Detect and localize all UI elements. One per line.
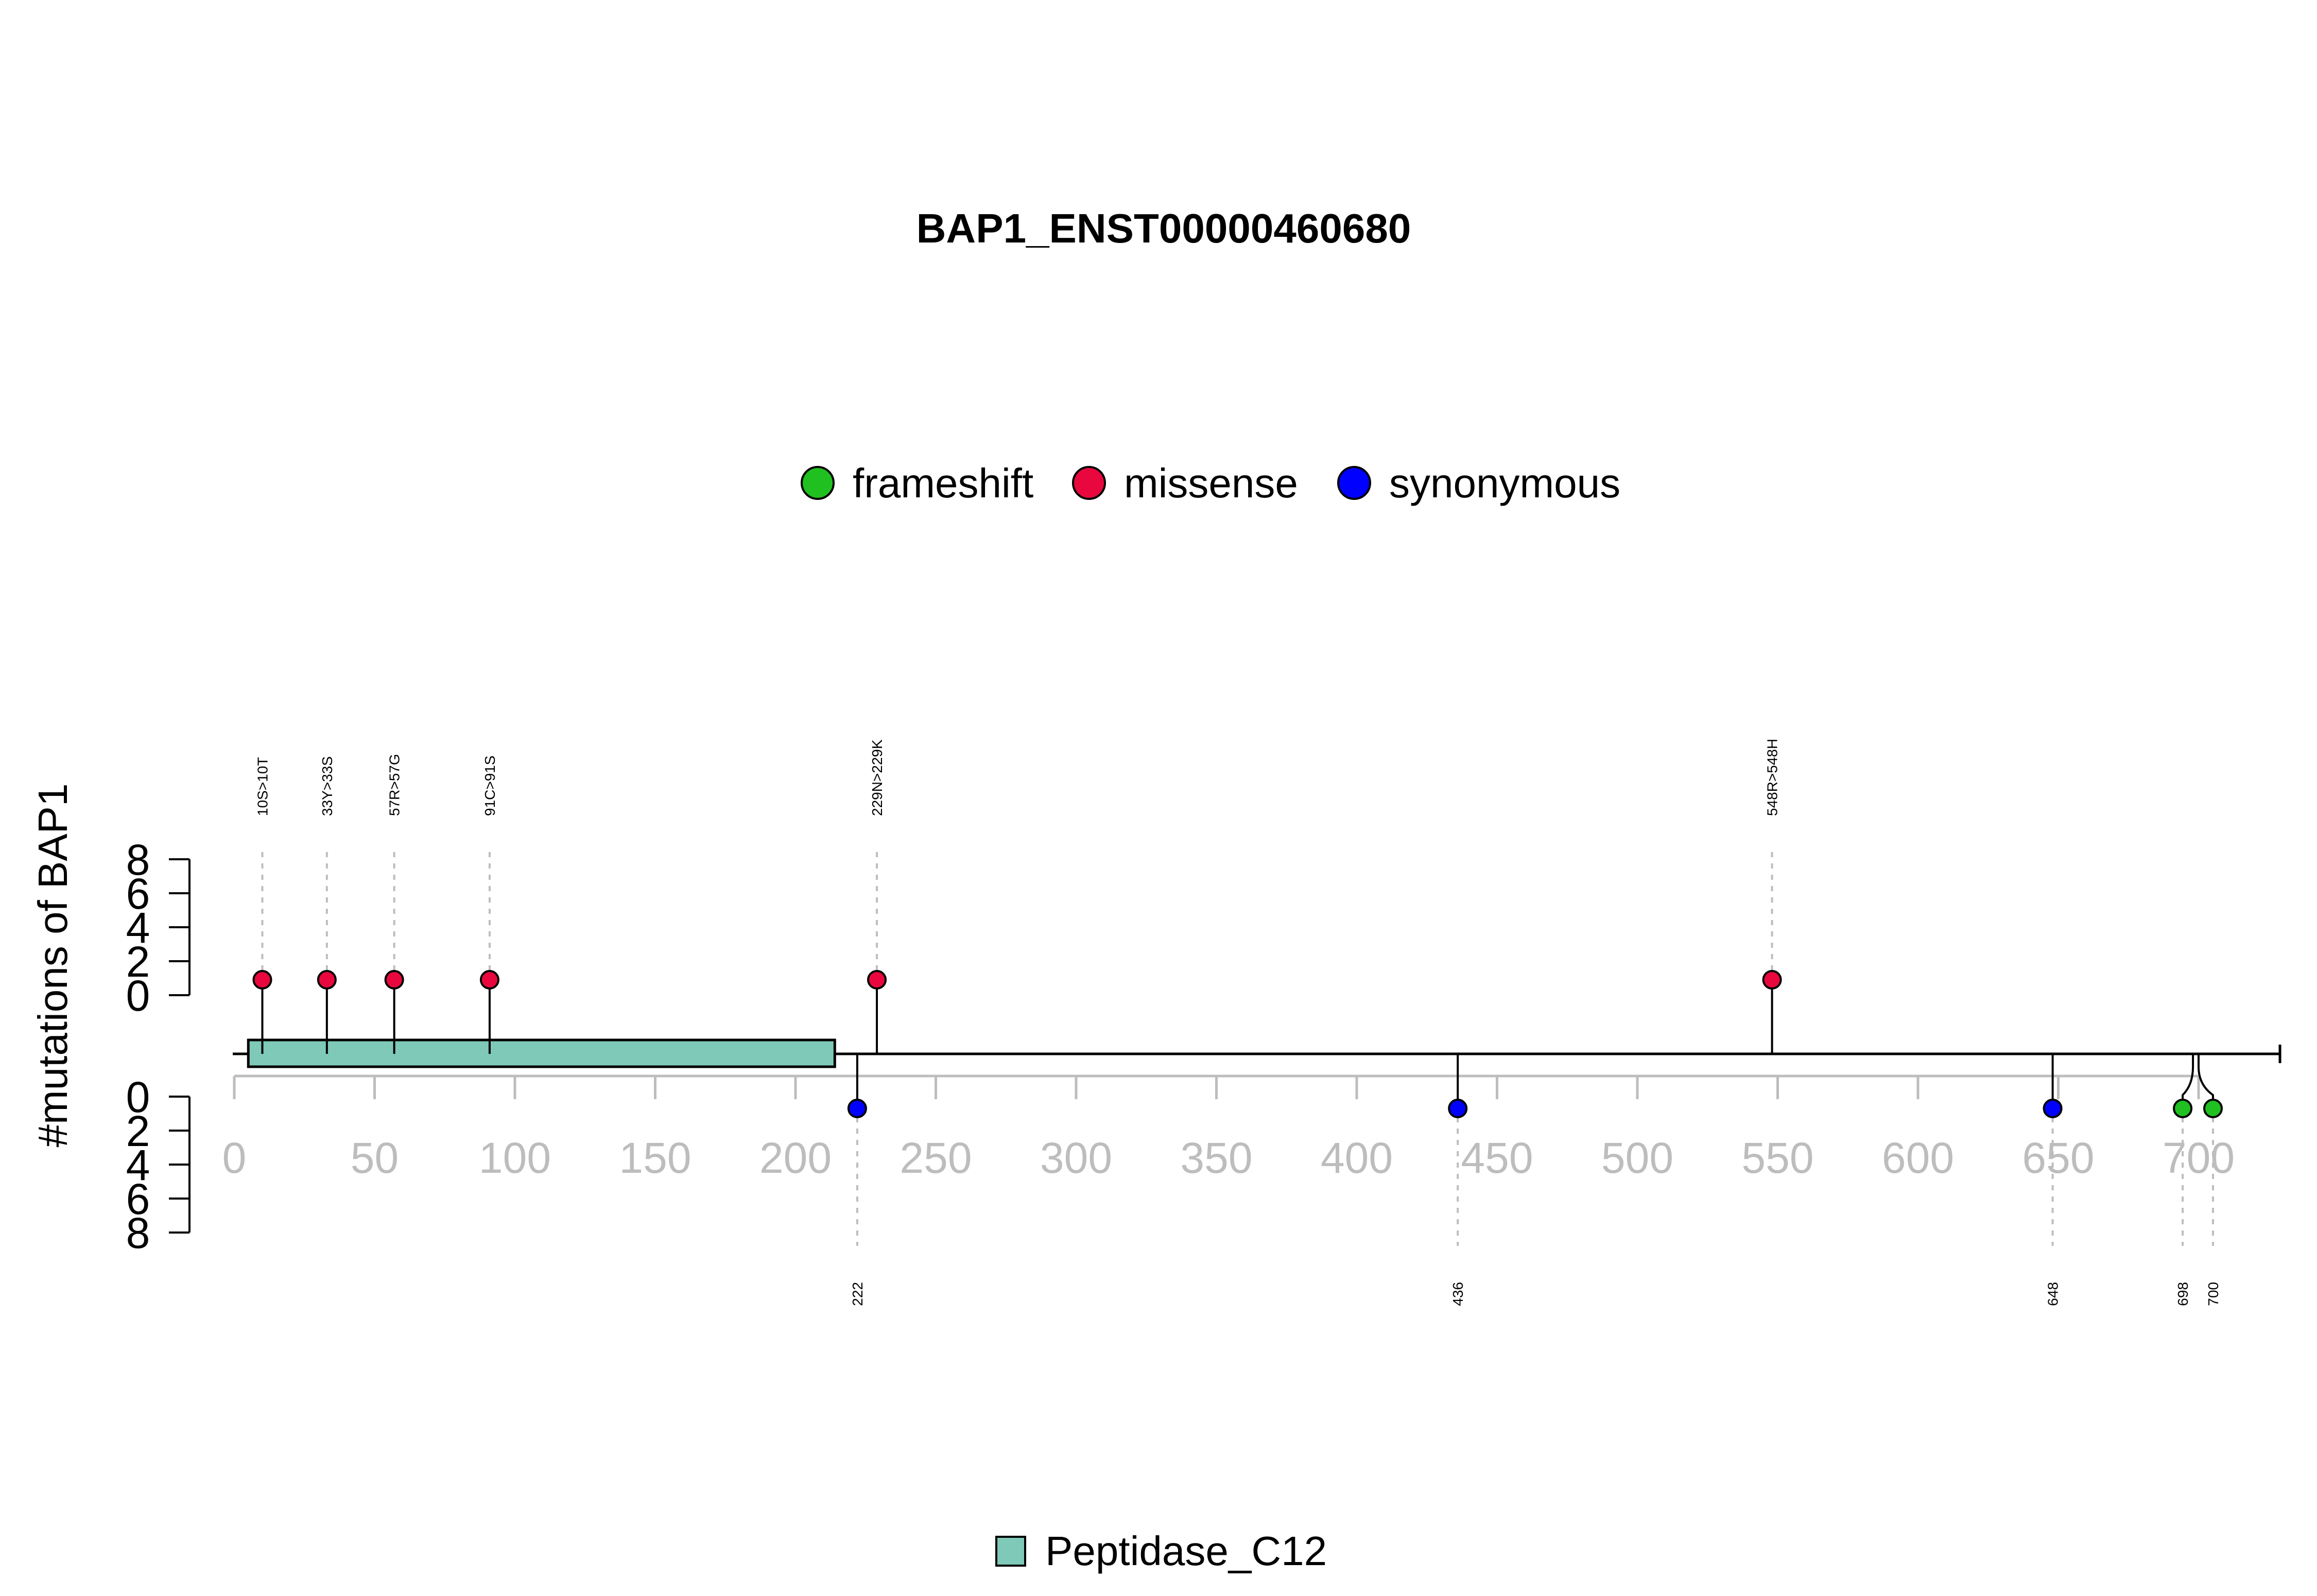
x-tick-label: 450 xyxy=(1461,1134,1533,1182)
y-tick-label-top: 8 xyxy=(126,836,150,884)
mutation-label: 548R>548H xyxy=(1765,739,1780,816)
domain-legend-swatch xyxy=(995,1536,1026,1567)
mutation-label: 33Y>33S xyxy=(319,756,335,816)
x-tick-label: 650 xyxy=(2022,1134,2094,1182)
mutations-top: 10S>10T 33Y>33S 57R>57G 91C>91S 229N>229K 548… xyxy=(252,739,1782,1054)
x-tick-label: 100 xyxy=(479,1134,551,1182)
mutation-point-frameshift xyxy=(2173,1099,2193,1118)
legend: frameshift missense synonymous xyxy=(801,460,1620,506)
x-tick-label: 700 xyxy=(2163,1134,2235,1182)
domain-legend: Peptidase_C12 xyxy=(995,1528,1327,1574)
legend-label: synonymous xyxy=(1389,460,1620,506)
mutation-label: 436 xyxy=(1450,1282,1466,1306)
mutation-point-synonymous xyxy=(2043,1099,2063,1118)
mutation-label: 700 xyxy=(2205,1282,2221,1306)
mutation-point-frameshift xyxy=(2203,1099,2223,1118)
x-tick-label: 250 xyxy=(900,1134,972,1182)
domain-bars xyxy=(247,1038,836,1068)
x-tick-label: 500 xyxy=(1601,1134,1673,1182)
x-tick-label: 400 xyxy=(1321,1134,1393,1182)
x-tick-label: 200 xyxy=(759,1134,832,1182)
mutation-label: 10S>10T xyxy=(255,757,271,816)
mutation-label: 222 xyxy=(850,1282,866,1306)
legend-label: frameshift xyxy=(853,460,1033,506)
chart-title: BAP1_ENST00000460680 xyxy=(917,205,1411,251)
y-axis-label: #mutations of BAP1 xyxy=(30,783,76,1147)
mutation-point-missense xyxy=(384,970,404,990)
x-tick-label: 600 xyxy=(1882,1134,1954,1182)
mutation-label: 698 xyxy=(2175,1282,2191,1306)
mutation-point-synonymous xyxy=(1448,1099,1468,1118)
mutation-point-missense xyxy=(252,970,272,990)
mutation-stem xyxy=(2182,1054,2194,1108)
x-tick-label: 50 xyxy=(351,1134,399,1182)
mutation-stem xyxy=(2198,1054,2214,1108)
mutation-label: 91C>91S xyxy=(482,755,498,816)
legend-marker-undefined xyxy=(1072,466,1106,500)
mutations-bottom: 222 436 648 698 700 xyxy=(847,1054,2223,1306)
y-tick-label-bottom: 8 xyxy=(126,1209,150,1257)
legend-marker-undefined xyxy=(1337,466,1371,500)
y-tick-label-bottom: 0 xyxy=(126,1073,150,1121)
y-tick-label-bottom: 4 xyxy=(126,1141,150,1189)
x-tick-label: 350 xyxy=(1180,1134,1252,1182)
x-axis: 0 50 100 150 200 250 300 350 400 450 500 550 600 650 7… xyxy=(222,1074,2235,1182)
x-tick-label: 0 xyxy=(222,1134,247,1182)
mutation-point-missense xyxy=(317,970,337,990)
x-tick-label: 550 xyxy=(1741,1134,1813,1182)
x-tick-label: 300 xyxy=(1040,1134,1112,1182)
y-tick-label-top: 2 xyxy=(126,938,150,986)
mutation-point-missense xyxy=(1762,970,1782,990)
legend-label: missense xyxy=(1124,460,1298,506)
mutation-point-synonymous xyxy=(847,1099,867,1118)
mutation-label: 648 xyxy=(2045,1282,2061,1306)
mutation-label: 229N>229K xyxy=(869,739,885,816)
domain-legend-label: Peptidase_C12 xyxy=(1045,1528,1327,1574)
y-tick-label-bottom: 6 xyxy=(126,1175,150,1223)
y-tick-label-top: 0 xyxy=(126,972,150,1020)
y-tick-label-bottom: 2 xyxy=(126,1107,150,1155)
y-tick-label-top: 4 xyxy=(126,904,150,952)
mutation-point-missense xyxy=(479,970,499,990)
mutation-point-missense xyxy=(867,970,887,990)
legend-marker-undefined xyxy=(801,466,835,500)
x-tick-label: 150 xyxy=(619,1134,691,1182)
mutation-label: 57R>57G xyxy=(387,754,403,816)
y-tick-label-top: 6 xyxy=(126,870,150,918)
domain-bar xyxy=(247,1038,836,1068)
